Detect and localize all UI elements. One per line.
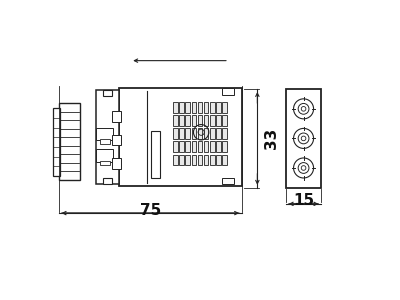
Text: 75: 75: [140, 203, 161, 218]
Polygon shape: [102, 90, 112, 96]
Polygon shape: [112, 112, 121, 122]
Polygon shape: [173, 142, 178, 152]
Polygon shape: [179, 142, 184, 152]
Polygon shape: [222, 142, 227, 152]
Text: 15: 15: [293, 194, 314, 208]
Polygon shape: [216, 115, 221, 126]
Polygon shape: [204, 115, 208, 126]
Polygon shape: [210, 102, 215, 113]
Polygon shape: [192, 102, 196, 113]
Polygon shape: [185, 142, 190, 152]
Polygon shape: [222, 115, 227, 126]
Polygon shape: [179, 102, 184, 113]
Polygon shape: [100, 139, 110, 144]
Polygon shape: [173, 154, 178, 165]
Polygon shape: [173, 102, 178, 113]
Polygon shape: [192, 115, 196, 126]
Polygon shape: [96, 149, 113, 161]
Polygon shape: [198, 142, 202, 152]
Polygon shape: [204, 142, 208, 152]
Polygon shape: [112, 158, 121, 169]
Polygon shape: [100, 161, 110, 165]
Polygon shape: [216, 102, 221, 113]
Polygon shape: [192, 128, 196, 139]
Polygon shape: [59, 103, 80, 180]
Polygon shape: [179, 154, 184, 165]
Polygon shape: [210, 115, 215, 126]
Polygon shape: [52, 108, 60, 176]
Polygon shape: [112, 135, 121, 145]
Text: 33: 33: [264, 128, 278, 149]
Polygon shape: [204, 154, 208, 165]
Polygon shape: [179, 128, 184, 139]
Polygon shape: [185, 128, 190, 139]
Polygon shape: [204, 128, 208, 139]
Polygon shape: [198, 102, 202, 113]
Polygon shape: [173, 115, 178, 126]
Polygon shape: [185, 154, 190, 165]
Polygon shape: [222, 88, 234, 94]
Polygon shape: [96, 128, 113, 140]
Polygon shape: [210, 128, 215, 139]
Polygon shape: [210, 154, 215, 165]
Polygon shape: [179, 115, 184, 126]
Polygon shape: [198, 154, 202, 165]
Polygon shape: [198, 115, 202, 126]
Polygon shape: [119, 88, 242, 186]
Polygon shape: [216, 142, 221, 152]
Polygon shape: [185, 115, 190, 126]
Polygon shape: [216, 154, 221, 165]
Polygon shape: [210, 142, 215, 152]
Polygon shape: [102, 178, 112, 184]
Polygon shape: [185, 102, 190, 113]
Polygon shape: [222, 102, 227, 113]
Polygon shape: [222, 154, 227, 165]
Polygon shape: [96, 90, 119, 184]
Polygon shape: [173, 128, 178, 139]
Polygon shape: [222, 128, 227, 139]
Polygon shape: [198, 128, 202, 139]
Polygon shape: [222, 178, 234, 184]
Polygon shape: [151, 131, 160, 178]
Polygon shape: [192, 154, 196, 165]
Polygon shape: [204, 102, 208, 113]
Polygon shape: [192, 142, 196, 152]
Polygon shape: [216, 128, 221, 139]
Polygon shape: [286, 89, 321, 188]
